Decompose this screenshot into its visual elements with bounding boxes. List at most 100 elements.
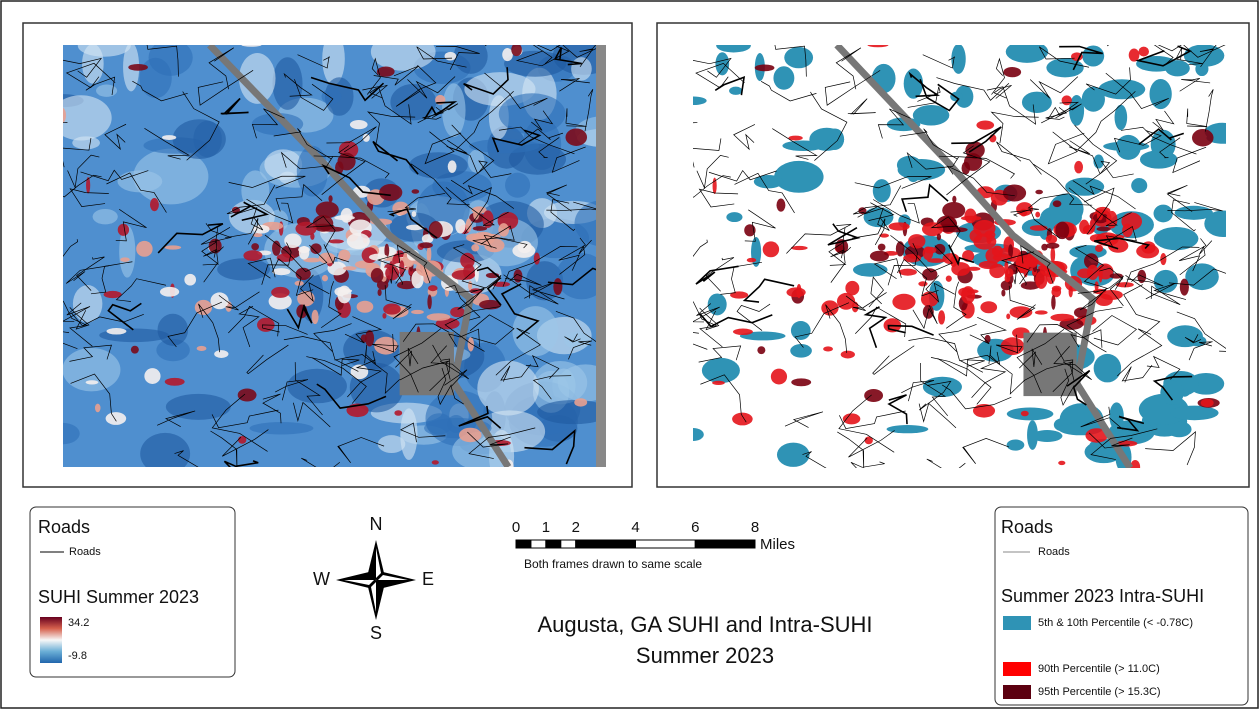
map-patch xyxy=(843,413,861,424)
map-patch xyxy=(136,241,152,257)
map-patch xyxy=(165,378,185,386)
map-patch xyxy=(791,321,811,340)
map-patch xyxy=(961,286,975,304)
legend-title: Roads xyxy=(38,517,90,537)
map-patch xyxy=(892,294,915,310)
map-patch xyxy=(937,233,941,240)
map-patch xyxy=(774,161,823,193)
map-patch xyxy=(1192,129,1214,146)
map-patch xyxy=(757,346,765,354)
map-patch xyxy=(334,215,354,220)
compass-label: W xyxy=(313,569,330,589)
map-patch xyxy=(419,242,433,248)
map-patch xyxy=(993,254,1012,261)
legend-title: Roads xyxy=(1001,517,1053,537)
map-patch xyxy=(1160,253,1166,265)
map-patch xyxy=(445,52,457,61)
map-patch xyxy=(217,258,270,280)
map-patch xyxy=(357,301,374,313)
scale-segment xyxy=(546,540,561,548)
legend-swatch xyxy=(1003,616,1031,630)
map-patch xyxy=(1050,247,1055,264)
map-patch xyxy=(1046,235,1057,244)
map-patch xyxy=(1065,178,1104,196)
map-patch xyxy=(853,263,888,277)
map-patch xyxy=(1062,95,1072,105)
map-patch xyxy=(158,314,189,346)
map-patch xyxy=(473,226,487,231)
map-patch xyxy=(1138,47,1148,57)
map-patch xyxy=(1095,245,1103,252)
legend-title: Summer 2023 Intra-SUHI xyxy=(1001,586,1204,606)
map-patch xyxy=(1007,408,1054,421)
map-patch xyxy=(312,310,319,324)
map-patch xyxy=(432,460,439,464)
map-patch xyxy=(1052,286,1062,292)
map-patch xyxy=(96,84,117,96)
map-patch xyxy=(118,224,129,236)
map-patch xyxy=(95,404,101,413)
map-patch xyxy=(243,250,262,261)
map-patch xyxy=(980,301,997,313)
map-patch xyxy=(1050,314,1074,322)
map-patch xyxy=(272,241,281,256)
legend-swatch xyxy=(1003,685,1031,699)
map-patch xyxy=(702,358,740,383)
map-patch xyxy=(310,233,314,240)
compass-label: N xyxy=(370,514,383,534)
map-patch xyxy=(908,234,925,248)
map-patch xyxy=(973,233,996,249)
map-patch xyxy=(427,295,431,310)
legend-label: Roads xyxy=(1038,546,1070,558)
map-patch xyxy=(870,251,889,262)
legend-label: 34.2 xyxy=(68,617,89,629)
map-patch xyxy=(732,413,753,426)
map-patch xyxy=(343,266,357,270)
map-layout: Roads Roads SUHI Summer 2023 34.2 -9.8 N… xyxy=(0,0,1259,709)
map-patch xyxy=(322,275,328,281)
map-patch xyxy=(62,348,120,391)
map-patch xyxy=(777,443,810,467)
compass-label: E xyxy=(422,569,434,589)
map-patch xyxy=(1180,279,1189,296)
map-patch xyxy=(952,196,956,203)
map-patch xyxy=(899,269,917,276)
map-patch xyxy=(1154,205,1173,223)
scale-note: Both frames drawn to same scale xyxy=(524,557,702,571)
map-patch xyxy=(925,247,937,254)
map-patch xyxy=(809,128,844,151)
map-patch xyxy=(889,222,910,230)
map-patch xyxy=(1058,461,1065,465)
map-patch xyxy=(1030,225,1048,231)
map-patch xyxy=(755,64,775,71)
map-patch xyxy=(976,121,994,130)
map-patch xyxy=(131,346,139,354)
map-patch xyxy=(371,268,384,283)
map-patch xyxy=(878,244,886,251)
map-patch xyxy=(1035,212,1040,218)
map-patch xyxy=(350,120,368,129)
map-patch xyxy=(184,274,196,286)
map-patch xyxy=(160,287,179,297)
map-patch xyxy=(511,43,522,56)
map-patch xyxy=(321,89,341,104)
map-patch xyxy=(378,435,406,453)
map-patch xyxy=(277,254,295,262)
map-patch xyxy=(967,289,978,293)
map-patch xyxy=(1003,185,1026,202)
map-patch xyxy=(162,135,176,140)
map-patch xyxy=(128,64,148,71)
map-patch xyxy=(786,287,805,297)
map-patch xyxy=(1122,224,1133,238)
map-patch xyxy=(250,422,314,435)
map-patch xyxy=(784,47,813,68)
map-patch xyxy=(337,286,351,304)
map-patch xyxy=(534,253,540,265)
map-patch xyxy=(1140,150,1177,168)
map-patch xyxy=(379,184,402,201)
map-patch xyxy=(989,264,1005,279)
map-patch xyxy=(1049,194,1084,225)
map-patch xyxy=(1095,281,1099,291)
map-patch xyxy=(452,270,475,280)
page: Roads Roads SUHI Summer 2023 34.2 -9.8 N… xyxy=(0,0,1259,714)
